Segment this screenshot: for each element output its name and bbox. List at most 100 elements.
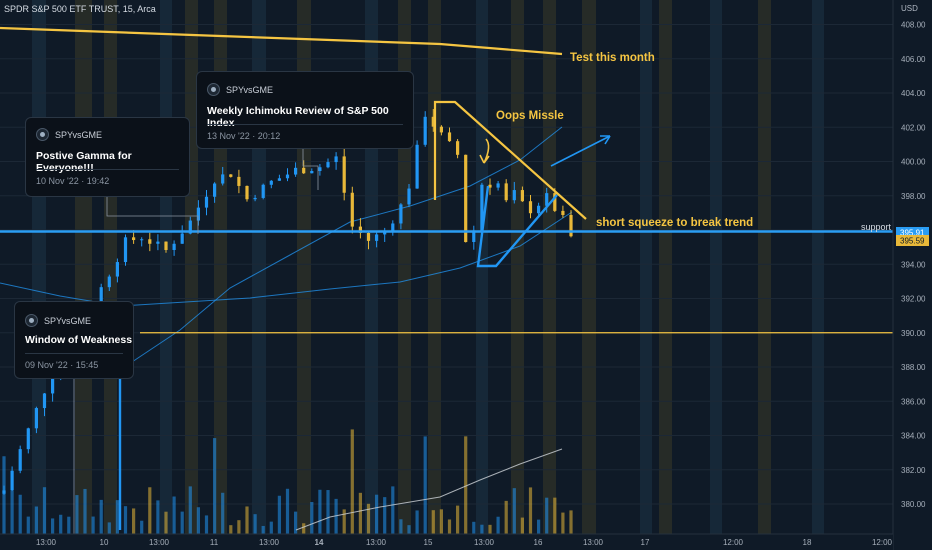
volume-bar <box>439 509 443 534</box>
candle-body <box>472 230 476 243</box>
idea-author[interactable]: SPYvsGME <box>44 315 92 326</box>
time-axis[interactable] <box>0 534 893 550</box>
idea-pointer-line <box>302 147 319 190</box>
drawings[interactable] <box>0 26 893 534</box>
volume-bar <box>51 518 55 534</box>
volume-bar <box>229 525 233 534</box>
candle-body <box>132 237 136 241</box>
volume-bar <box>123 506 128 534</box>
idea-card-header: SPYvsGME <box>25 314 91 327</box>
x-tick-label: 13:00 <box>36 538 57 547</box>
oops-missle-arrow-head <box>479 154 490 164</box>
x-tick-label: 16 <box>534 538 543 547</box>
session-band <box>543 0 556 534</box>
candle-body <box>180 233 184 244</box>
idea-author[interactable]: SPYvsGME <box>226 84 274 95</box>
author-avatar-icon <box>36 128 49 141</box>
volume-bar <box>496 516 500 534</box>
volume-bar <box>537 519 541 534</box>
candle-body <box>561 210 565 215</box>
volume-bar <box>132 508 136 534</box>
candle-body <box>350 192 354 227</box>
session-band <box>659 0 672 534</box>
x-tick-label: 14 <box>315 538 324 547</box>
candle-body <box>123 237 128 263</box>
candle-body <box>488 184 492 188</box>
candle-body <box>237 176 241 186</box>
candle-body <box>439 126 443 133</box>
session-band <box>582 0 596 534</box>
idea-card-positive-gamma[interactable]: SPYvsGME Postive Gamma for Everyone!!! 1… <box>25 117 190 197</box>
session-band <box>32 0 46 534</box>
candle-body <box>148 239 152 244</box>
candle-body <box>245 185 249 200</box>
idea-card-header: SPYvsGME <box>36 128 102 141</box>
candle-body <box>269 180 273 185</box>
y-tick-label: 390.00 <box>901 329 926 338</box>
x-tick-label: 12:00 <box>872 538 893 547</box>
idea-author[interactable]: SPYvsGME <box>55 129 103 140</box>
idea-title[interactable]: Postive Gamma for Everyone!!! <box>36 150 132 174</box>
idea-title[interactable]: Window of Weakness <box>25 334 133 346</box>
volume-bar <box>350 429 354 534</box>
session-band <box>104 0 117 534</box>
candle-body <box>464 154 468 243</box>
candle-body <box>358 226 362 233</box>
volume-bar <box>107 522 111 534</box>
volume-bar <box>504 500 508 534</box>
idea-card-header: SPYvsGME <box>207 83 273 96</box>
candle-body <box>229 174 233 177</box>
candle-body <box>520 190 524 202</box>
annotation-short-squeeze[interactable]: short squeeze to break trend <box>596 217 753 229</box>
volume-bar <box>423 436 427 534</box>
volume-bar <box>188 486 192 534</box>
annotation-oops-missle[interactable]: Oops Missle <box>496 110 564 122</box>
x-tick-labels: 13:00 10 13:00 11 13:00 14 13:00 15 13:00 16 13:00… <box>36 538 893 547</box>
idea-divider <box>25 353 123 354</box>
candle-body <box>34 408 38 429</box>
candle-body <box>156 241 160 244</box>
candle-body <box>553 193 557 211</box>
x-tick-label: 13:00 <box>259 538 280 547</box>
x-tick-label: 13:00 <box>366 538 387 547</box>
candle-body <box>318 167 322 172</box>
candle-body <box>366 232 371 241</box>
volume-bar <box>196 507 200 534</box>
volume-bar <box>310 501 314 534</box>
idea-card-weekly-ichimoku[interactable]: SPYvsGME Weekly Ichimoku Review of S&P 5… <box>196 71 414 149</box>
volume-bar <box>172 496 176 534</box>
candle-body <box>115 262 119 277</box>
candle-body <box>42 393 47 409</box>
volume-bar <box>59 514 63 534</box>
candle-body <box>221 174 225 184</box>
y-tick-labels: 408.00406.00404.00402.00400.00398.00396.… <box>901 21 926 510</box>
candle-body <box>253 197 257 200</box>
symbol-title: SPDR S&P 500 ETF TRUST, 15, Arca <box>4 4 156 14</box>
volume-bar <box>512 488 516 534</box>
volume-bar <box>383 497 387 534</box>
volume-bar <box>545 497 549 534</box>
session-band <box>160 0 172 534</box>
target-arrow <box>550 135 611 167</box>
idea-card-window-of-weakness[interactable]: SPYvsGME Window of Weakness 09 Nov '22 ·… <box>14 301 134 379</box>
volume-bar <box>447 519 452 534</box>
annotation-test-this-month[interactable]: Test this month <box>570 52 655 64</box>
candle-body <box>204 196 209 208</box>
candle-body <box>334 156 338 163</box>
price-axis[interactable] <box>893 0 932 550</box>
volume-bar <box>213 438 217 534</box>
volume-bar <box>456 505 460 534</box>
candle-body <box>415 144 419 189</box>
volume-bar <box>488 524 492 534</box>
volume-bar <box>245 506 249 534</box>
candle-body <box>18 449 22 471</box>
y-tick-label: 384.00 <box>901 432 926 441</box>
idea-title[interactable]: Weekly Ichimoku Review of S&P 500 Index <box>207 105 389 129</box>
session-band <box>640 0 652 534</box>
volume-bar <box>261 525 265 534</box>
session-band <box>812 0 824 534</box>
author-avatar-icon <box>207 83 220 96</box>
candle-body <box>447 132 452 142</box>
y-tick-label: 398.00 <box>901 192 926 201</box>
